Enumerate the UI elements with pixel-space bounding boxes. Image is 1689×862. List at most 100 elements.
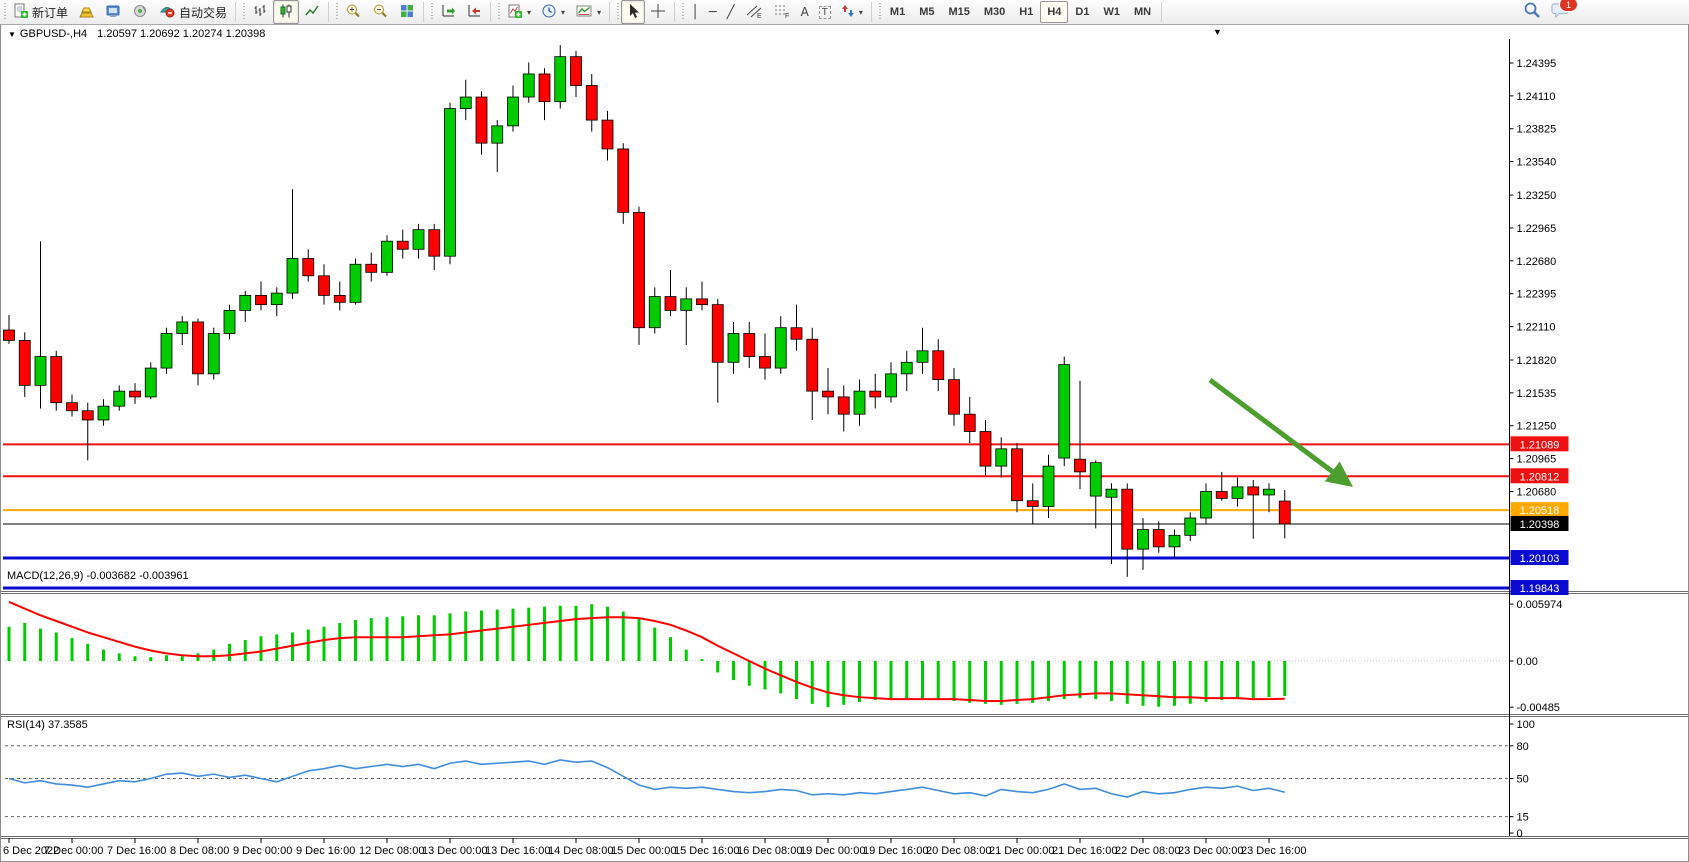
svg-text:1.20518: 1.20518 xyxy=(1520,505,1560,517)
vertical-line-tool-button[interactable]: │ xyxy=(686,0,704,24)
panel-separators[interactable] xyxy=(1,591,1688,839)
search-icon[interactable] xyxy=(1523,1,1541,22)
notification-badge: 1 xyxy=(1559,0,1578,12)
signals-button[interactable] xyxy=(127,0,154,24)
zoom-in-button[interactable] xyxy=(340,0,367,24)
new-order-label: 新订单 xyxy=(32,5,69,20)
cursor-tool-button[interactable] xyxy=(621,0,646,24)
chart-area[interactable]: 1.24395 1.24110 1.23825 1.23540 1.23250 1.229… xyxy=(1,25,1688,861)
price-badge-1.20518 xyxy=(1510,502,1569,518)
svg-text:8 Dec 08:00: 8 Dec 08:00 xyxy=(170,845,229,857)
timeframe-button-m1[interactable]: M1 xyxy=(889,6,906,18)
auto-scroll-icon xyxy=(440,3,456,22)
svg-text:1.20398: 1.20398 xyxy=(1520,519,1560,531)
timeframe-button-d1[interactable]: D1 xyxy=(1075,6,1090,18)
svg-text:15 Dec 00:00: 15 Dec 00:00 xyxy=(611,845,676,857)
label-tool-icon: T xyxy=(818,5,831,19)
gold-bars-button[interactable] xyxy=(73,0,100,24)
price-level-lines[interactable] xyxy=(3,443,1510,590)
period-button[interactable]: ▾ xyxy=(536,0,570,24)
objects-collapse-icon[interactable]: ▼ xyxy=(8,30,16,39)
add-indicator-caret: ▾ xyxy=(527,7,532,17)
svg-text:6 Dec 2022: 6 Dec 2022 xyxy=(3,845,59,857)
svg-text:1.22965: 1.22965 xyxy=(1517,223,1557,235)
cursor-icon xyxy=(626,3,640,22)
timeframe-button-mn[interactable]: MN xyxy=(1133,6,1152,18)
svg-text:9 Dec 00:00: 9 Dec 00:00 xyxy=(233,845,292,857)
timeframe-button-w1[interactable]: W1 xyxy=(1103,6,1120,18)
svg-text:1.19843: 1.19843 xyxy=(1520,583,1560,595)
crosshair-tool-button[interactable] xyxy=(645,0,671,24)
svg-text:-0.00485: -0.00485 xyxy=(1517,702,1560,714)
line-chart-button[interactable] xyxy=(299,0,325,24)
tile-windows-icon xyxy=(399,3,415,22)
timeframe-button-m5[interactable]: M5 xyxy=(919,6,935,18)
svg-text:1.21535: 1.21535 xyxy=(1517,388,1557,400)
price-badge-1.20398 xyxy=(1510,516,1569,532)
channel-tool-button[interactable]: E xyxy=(740,0,768,24)
svg-text:7 Dec 16:00: 7 Dec 16:00 xyxy=(107,845,166,857)
svg-text:19 Dec 16:00: 19 Dec 16:00 xyxy=(863,845,928,857)
price-badges: 1.21089 1.20812 1.20518 1.20398 1.20103 1.198… xyxy=(1510,436,1569,596)
vertical-line-icon: │ xyxy=(691,4,699,20)
auto-scroll-button[interactable] xyxy=(435,0,461,24)
svg-text:1.23825: 1.23825 xyxy=(1517,124,1557,136)
svg-text:1.21250: 1.21250 xyxy=(1517,421,1557,433)
chart-symbol-period: GBPUSD-,H4 xyxy=(19,28,88,40)
svg-text:1.24395: 1.24395 xyxy=(1517,58,1557,70)
svg-text:13 Dec 00:00: 13 Dec 00:00 xyxy=(422,845,487,857)
macd-signal-line xyxy=(8,601,1285,702)
trendline-icon: ╱ xyxy=(726,4,735,20)
price-badge-1.20812 xyxy=(1510,468,1569,484)
template-button[interactable]: ▾ xyxy=(570,0,606,24)
timeframe-button-h1[interactable]: H1 xyxy=(1019,6,1034,18)
shapes-caret: ▾ xyxy=(858,7,863,17)
fibonacci-tool-button[interactable]: F xyxy=(768,0,796,24)
add-indicator-button[interactable]: ▾ xyxy=(502,0,536,24)
bar-chart-button[interactable] xyxy=(247,0,273,24)
terminal-button[interactable] xyxy=(100,0,127,24)
trend-arrow[interactable] xyxy=(1208,377,1354,487)
candlestick-chart-button[interactable] xyxy=(273,0,300,24)
candlesticks xyxy=(3,45,1291,577)
price-badge-1.19843 xyxy=(1510,580,1569,596)
terminal-icon xyxy=(105,3,122,22)
zoom-out-button[interactable] xyxy=(367,0,394,24)
chart-shift-button[interactable] xyxy=(461,0,487,24)
svg-text:1.22395: 1.22395 xyxy=(1517,289,1557,301)
gold-bars-icon xyxy=(78,3,95,22)
svg-text:1.23250: 1.23250 xyxy=(1517,190,1557,202)
svg-text:1.20965: 1.20965 xyxy=(1517,454,1557,466)
timeframe-group: M1 M5 M15 M30 H1 H4 D1 W1 MN xyxy=(883,1,1158,23)
trendline-tool-button[interactable]: ╱ xyxy=(722,0,740,24)
timeframe-button-m15[interactable]: M15 xyxy=(948,6,970,18)
period-caret: ▾ xyxy=(561,7,566,17)
chart-shift-marker[interactable]: ▼ xyxy=(1213,27,1222,37)
template-icon xyxy=(575,3,593,22)
svg-text:23 Dec 16:00: 23 Dec 16:00 xyxy=(1241,845,1306,857)
notifications-button[interactable]: 1 xyxy=(1551,0,1578,22)
timeframe-button-h4[interactable]: H4 xyxy=(1040,1,1069,23)
autotrade-button[interactable]: 自动交易 xyxy=(154,0,232,24)
rsi-line xyxy=(8,759,1285,798)
new-order-button[interactable]: 新订单 xyxy=(8,0,73,24)
svg-text:F: F xyxy=(785,13,789,19)
horizontal-line-icon: ─ xyxy=(708,4,717,20)
main-toolbar: 新订单 自动交易 xyxy=(0,0,1689,25)
tile-windows-button[interactable] xyxy=(394,0,420,24)
svg-text:1.23540: 1.23540 xyxy=(1517,157,1557,169)
svg-text:14 Dec 08:00: 14 Dec 08:00 xyxy=(548,845,613,857)
shapes-tool-button[interactable]: ▾ xyxy=(836,0,868,24)
horizontal-line-tool-button[interactable]: ─ xyxy=(704,0,722,24)
price-axis[interactable]: 1.24395 1.24110 1.23825 1.23540 1.23250 1.229… xyxy=(1509,39,1563,840)
zoom-in-icon xyxy=(345,3,362,22)
svg-text:50: 50 xyxy=(1517,774,1529,786)
text-tool-button[interactable]: A xyxy=(796,0,814,24)
svg-text:21 Dec 00:00: 21 Dec 00:00 xyxy=(989,845,1054,857)
timeframe-button-m30[interactable]: M30 xyxy=(983,6,1006,18)
rsi-gridlines xyxy=(5,745,1510,818)
fibonacci-icon: F xyxy=(773,3,791,22)
svg-text:1.21820: 1.21820 xyxy=(1517,355,1557,367)
label-tool-button[interactable]: T xyxy=(814,0,836,24)
